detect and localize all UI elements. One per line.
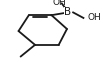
Text: OH: OH — [53, 0, 67, 7]
Text: B: B — [64, 7, 72, 17]
Text: OH: OH — [88, 13, 101, 22]
